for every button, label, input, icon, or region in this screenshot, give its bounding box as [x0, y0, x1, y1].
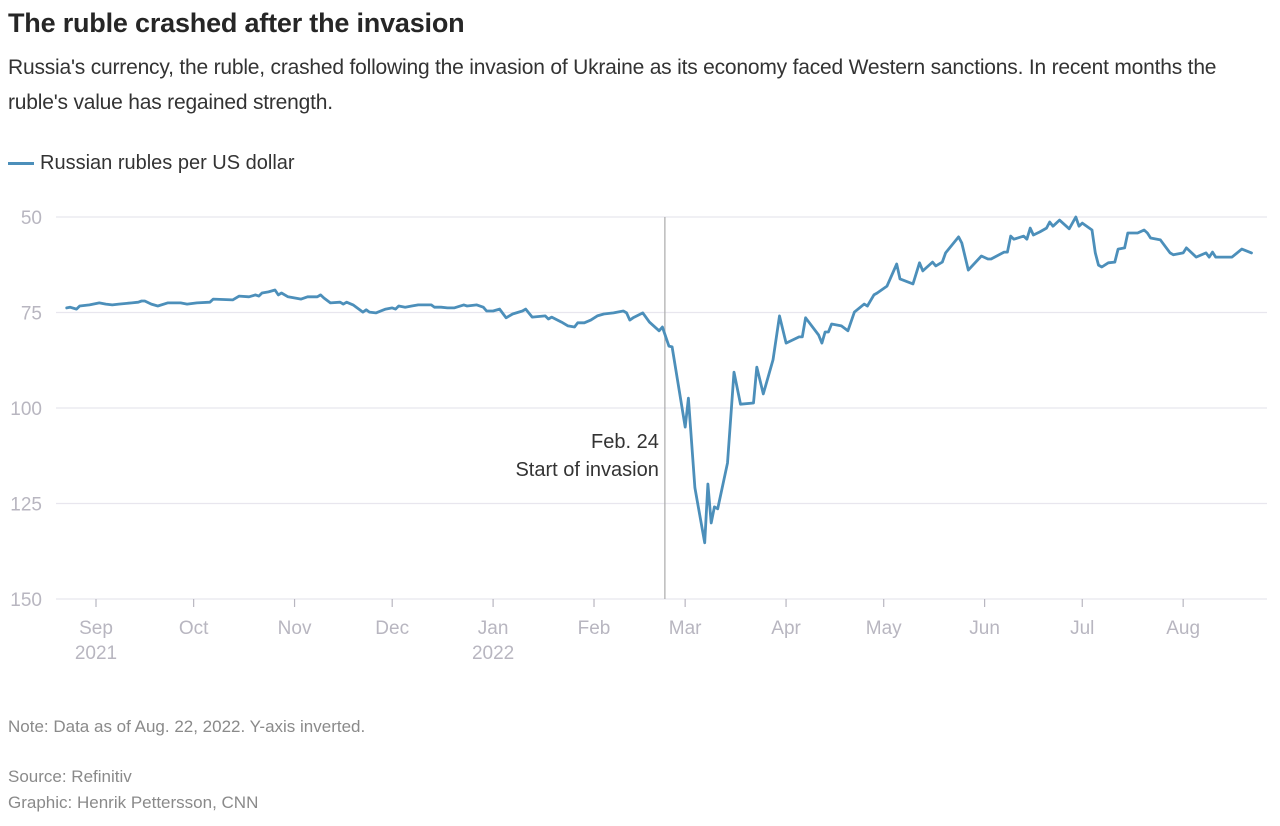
legend: Russian rubles per US dollar: [8, 152, 295, 175]
gridlines: [56, 216, 1267, 600]
credit-text: Graphic: Henrik Pettersson, CNN: [8, 793, 259, 812]
y-tick-label: 150: [10, 590, 42, 611]
x-tick-label: Dec: [375, 618, 409, 639]
x-tick-label: Oct: [179, 618, 209, 639]
line-chart: 50 75 100 125 150 Sep 2021 Oct Nov Dec Jan 2022 Feb…: [10, 208, 1267, 664]
x-axis-ticks: Sep 2021 Oct Nov Dec Jan 2022 Feb Mar Apr May Jun Ju…: [75, 599, 1200, 664]
x-tick-label: Feb: [578, 618, 611, 639]
x-tick-label: Sep: [79, 618, 113, 639]
legend-label: Russian rubles per US dollar: [40, 152, 295, 174]
x-tick-label: Apr: [771, 618, 801, 639]
y-tick-label: 50: [21, 208, 42, 229]
x-tick-label: Nov: [278, 618, 312, 639]
annotation-date-label: Feb. 24: [591, 431, 659, 453]
x-tick-label: Jun: [969, 618, 1000, 639]
x-tick-label: Aug: [1166, 618, 1200, 639]
x-tick-label: Jul: [1070, 618, 1094, 639]
source-text: Source: Refinitiv: [8, 767, 132, 786]
annotation: Feb. 24 Start of invasion: [515, 217, 666, 599]
x-tick-label: May: [866, 618, 902, 639]
annotation-description-label: Start of invasion: [515, 459, 658, 481]
series: [65, 215, 1253, 545]
chart-subtitle: Russia's currency, the ruble, crashed fo…: [8, 56, 1217, 114]
note-text: Note: Data as of Aug. 22, 2022. Y-axis i…: [8, 717, 366, 736]
x-tick-year-label: 2021: [75, 643, 117, 664]
y-axis-ticks: 50 75 100 125 150: [10, 208, 42, 611]
series-line: [65, 215, 1253, 545]
chart-title: The ruble crashed after the invasion: [8, 8, 465, 38]
x-tick-label: Mar: [669, 618, 702, 639]
y-tick-label: 100: [10, 399, 42, 420]
legend-swatch: [8, 162, 34, 165]
y-tick-label: 75: [21, 304, 42, 325]
y-tick-label: 125: [10, 495, 42, 516]
x-tick-year-label: 2022: [472, 643, 514, 664]
x-tick-label: Jan: [478, 618, 509, 639]
